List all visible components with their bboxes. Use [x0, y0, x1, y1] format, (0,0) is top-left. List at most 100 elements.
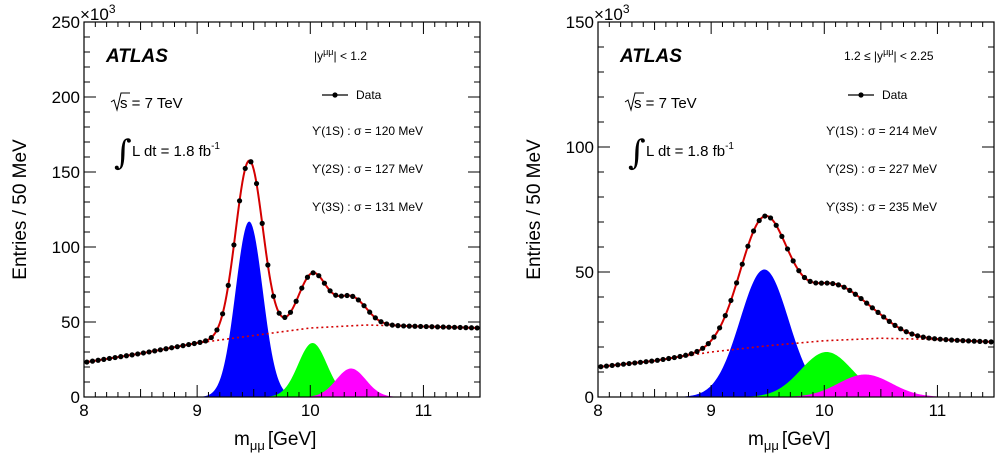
y-axis-title: Entries / 50 MeV: [10, 139, 31, 280]
x-axis-title: mμμ [GeV]: [234, 429, 316, 453]
data-point: [174, 344, 180, 350]
data-point: [841, 284, 847, 290]
data-point: [287, 309, 294, 315]
data-point: [129, 352, 135, 358]
luminosity-power: -1: [725, 141, 734, 152]
data-point: [960, 338, 966, 344]
data-point: [338, 293, 344, 299]
data-point: [711, 334, 717, 340]
data-point: [977, 338, 983, 344]
data-point: [909, 331, 915, 337]
data-point: [988, 339, 994, 345]
data-point: [157, 347, 163, 353]
data-point: [89, 358, 96, 364]
data-point: [750, 228, 757, 234]
data-point: [852, 291, 859, 297]
x-axis-title-unit: [GeV]: [268, 429, 317, 450]
x-tick-label: 11: [929, 401, 947, 420]
data-point: [191, 340, 197, 347]
y-exponent-label: ×103: [80, 2, 116, 24]
data-point: [756, 217, 762, 224]
data-point: [920, 334, 926, 340]
data-point: [197, 339, 203, 345]
y-tick-label: 0: [71, 388, 80, 407]
sqrt-icon: [110, 92, 130, 112]
data-point: [474, 325, 480, 331]
luminosity-label: L dt = 1.8 fb-1: [646, 141, 734, 160]
data-point: [214, 327, 220, 333]
data-point: [660, 356, 666, 363]
data-point: [457, 324, 463, 331]
experiment-label: ATLAS: [619, 46, 682, 67]
resolution-label-3s: ϒ(3S) : σ = 131 MeV: [312, 200, 423, 214]
data-point: [384, 321, 390, 327]
rapidity-range: | < 1.2: [334, 49, 368, 63]
data-point: [898, 326, 904, 332]
y-tick-label: 250: [52, 13, 80, 32]
data-point: [344, 292, 350, 299]
y-exponent-power: 3: [109, 2, 116, 16]
data-point: [609, 362, 615, 369]
data-point: [954, 337, 960, 343]
data-point: [948, 337, 955, 343]
data-point: [705, 341, 711, 347]
data-point: [440, 324, 446, 330]
data-point: [603, 363, 610, 369]
data-point: [915, 333, 921, 339]
data-point: [293, 298, 299, 304]
data-point: [700, 345, 706, 351]
data-point: [965, 338, 972, 344]
peak-fill-2s: [255, 343, 371, 397]
data-point: [943, 337, 949, 343]
data-point: [620, 361, 627, 367]
data-point: [418, 323, 424, 330]
data-point: [739, 261, 745, 267]
data-point: [807, 278, 813, 284]
background-fit-line: [83, 324, 481, 364]
y-axis-title: Entries / 50 MeV: [524, 139, 545, 280]
integral-icon: ∫: [114, 133, 132, 173]
panel-left: 8 9 10 11 0 50 100 150 200 250 ×103 Entries / 50 Me…: [10, 2, 481, 453]
data-point: [982, 339, 989, 345]
sqrt-icon: [624, 92, 644, 112]
data-point: [779, 233, 785, 239]
data-point: [745, 243, 751, 249]
data-point: [632, 360, 638, 366]
data-point: [801, 274, 808, 281]
data-point: [135, 351, 141, 357]
x-axis-title-var: m: [748, 429, 764, 450]
data-point: [615, 362, 621, 368]
data-point: [270, 293, 277, 299]
energy-label: s = 7 TeV: [120, 95, 183, 112]
data-point: [253, 180, 260, 187]
data-point: [282, 314, 288, 320]
data-point: [350, 293, 356, 299]
data-point: [875, 309, 881, 315]
x-tick-label: 8: [79, 401, 88, 420]
rapidity-text: |y: [314, 49, 323, 63]
data-point: [869, 305, 875, 311]
data-point: [734, 280, 740, 286]
legend-label: Data: [356, 88, 382, 102]
data-point: [248, 159, 254, 165]
data-point: [140, 350, 146, 356]
data-point: [118, 354, 124, 360]
x-axis-title-sub: μμ: [250, 438, 265, 453]
data-point: [429, 324, 435, 330]
data-point: [101, 356, 107, 362]
data-point: [784, 246, 791, 252]
data-point: [892, 322, 898, 328]
data-point: [767, 215, 774, 221]
x-axis-title: mμμ [GeV]: [748, 429, 830, 453]
data-point: [220, 311, 226, 317]
data-point: [683, 352, 689, 358]
peak-fill-3s: [291, 368, 411, 397]
resolution-label-1s: ϒ(1S) : σ = 214 MeV: [826, 124, 937, 138]
x-tick-label: 9: [706, 401, 715, 420]
integral-icon: ∫: [628, 133, 646, 173]
data-point: [106, 355, 113, 362]
data-point: [146, 349, 152, 355]
data-point: [423, 323, 429, 330]
